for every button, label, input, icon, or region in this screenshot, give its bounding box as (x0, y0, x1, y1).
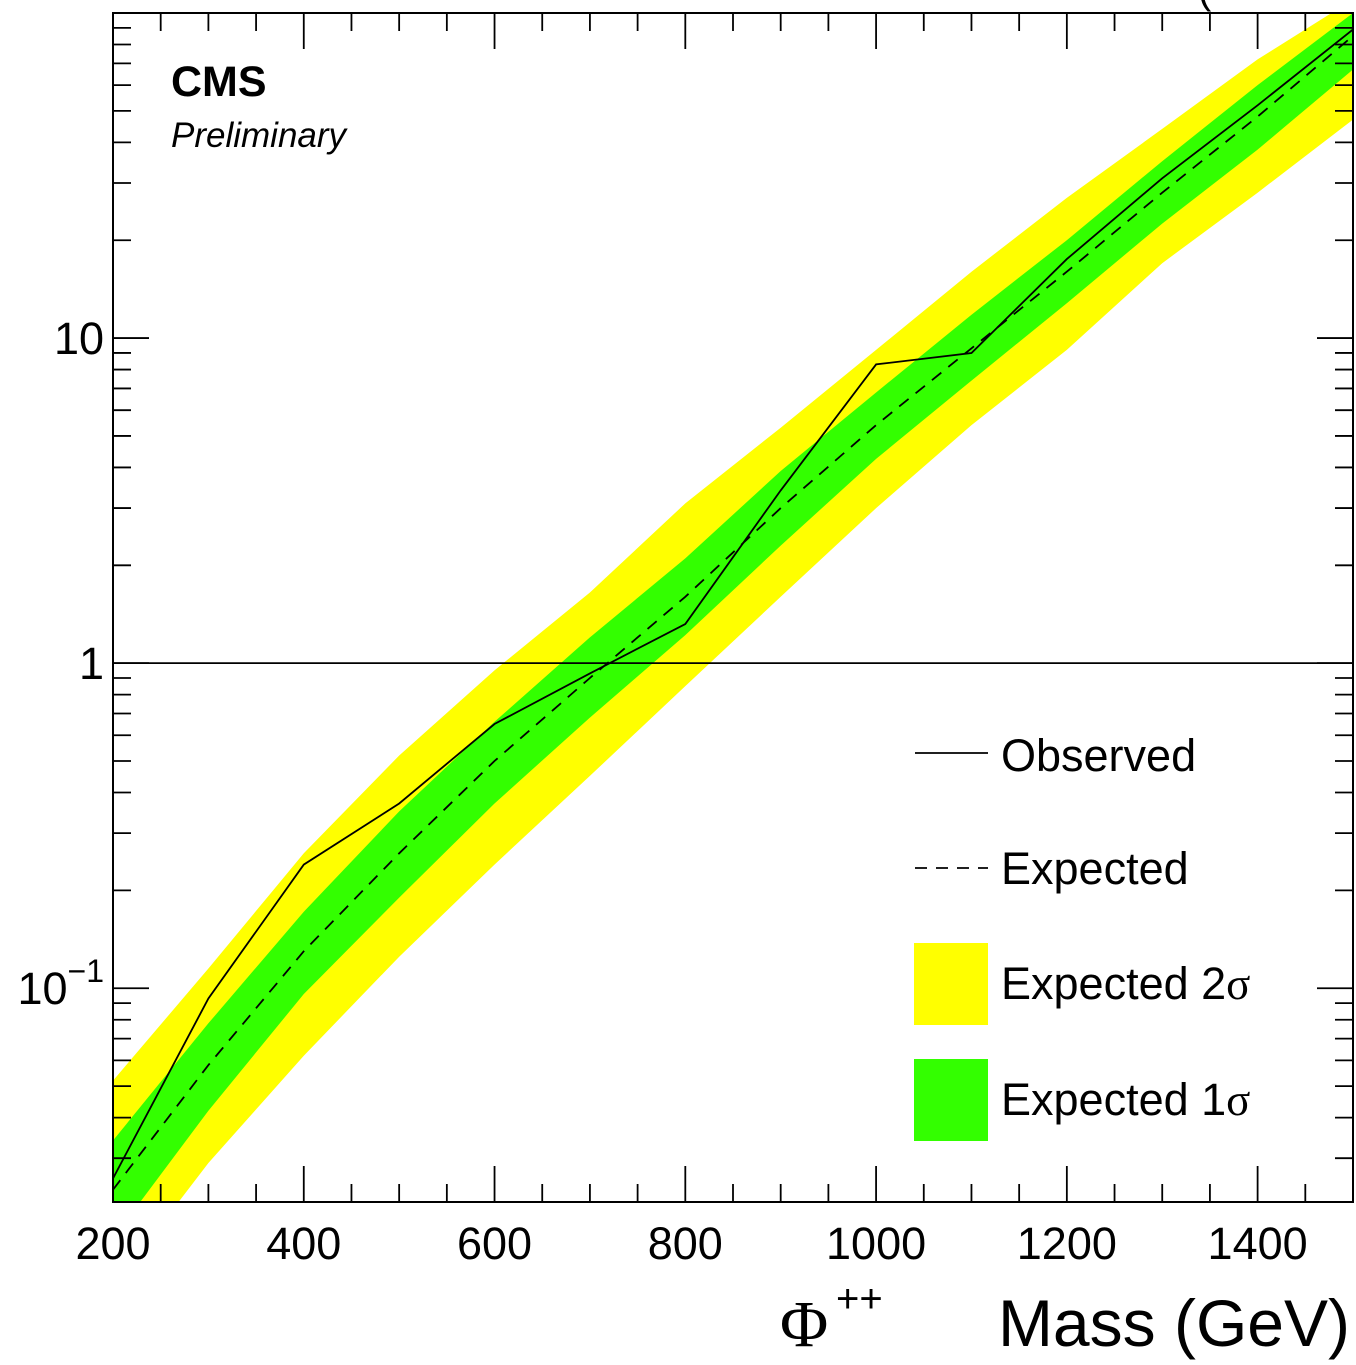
legend-1sigma-symbol: σ (1226, 1075, 1250, 1125)
y-tick-base: 10 (17, 963, 67, 1014)
x-tick-label: 200 (75, 1218, 150, 1269)
legend-1sigma-text: Expected 1 (1001, 1074, 1226, 1125)
limit-curves (113, 28, 1353, 1191)
x-axis-title-text: Mass (GeV) (998, 1286, 1350, 1360)
experiment-label: CMS (171, 58, 267, 106)
legend-1sigma-swatch (914, 1059, 988, 1141)
x-tick-label: 400 (266, 1218, 341, 1269)
y-tick-base: 10 (54, 313, 104, 364)
legend-1sigma-label: Expected 1σ (1001, 1074, 1250, 1125)
legend: Observed Expected Expected 2σ Expected 1… (914, 730, 1250, 1141)
legend-expected-label: Expected (1001, 843, 1189, 894)
expected-line (113, 35, 1353, 1191)
status-label: Preliminary (171, 116, 349, 155)
legend-2sigma-label: Expected 2σ (1001, 958, 1250, 1009)
corner-text: ( (1198, 0, 1212, 12)
axis-ticks (112, 12, 1354, 1202)
observed-line (113, 28, 1353, 1179)
expected-bands (113, 13, 1353, 1202)
band-1sigma (113, 13, 1353, 1202)
x-tick-label: 1000 (826, 1218, 926, 1269)
x-axis-title-superscript: ++ (836, 1277, 883, 1321)
legend-2sigma-text: Expected 2 (1001, 958, 1226, 1009)
x-axis-title-symbol: Φ (780, 1288, 828, 1361)
x-axis-title: Φ ++ Mass (GeV) (780, 1277, 1350, 1361)
x-tick-label: 600 (457, 1218, 532, 1269)
y-tick-base: 1 (79, 638, 104, 689)
y-tick-label: 10−1 (17, 953, 104, 1014)
legend-2sigma-symbol: σ (1226, 959, 1250, 1009)
legend-2sigma-swatch (914, 943, 988, 1025)
y-tick-label: 1 (79, 638, 104, 689)
x-tick-label: 1200 (1017, 1218, 1117, 1269)
legend-observed-label: Observed (1001, 730, 1196, 781)
y-tick-label: 10 (54, 313, 104, 364)
x-tick-label: 800 (648, 1218, 723, 1269)
y-tick-exponent: −1 (68, 953, 104, 989)
x-tick-label: 1400 (1208, 1218, 1308, 1269)
